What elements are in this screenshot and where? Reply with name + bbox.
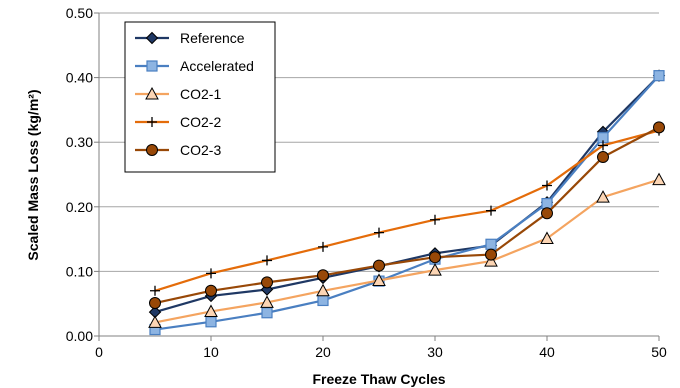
legend-item-co2-3: CO2-3 [135,142,221,158]
data-point-co2-2 [542,180,552,191]
y-tick-label: 0.30 [66,134,93,150]
data-point-accelerated [485,238,497,250]
legend-item-reference: Reference [135,30,245,46]
legend-marker [146,60,158,72]
data-point-co2-1 [260,295,274,308]
legend-marker [146,144,158,156]
data-point-co2-1 [540,231,554,244]
y-tick-label: 0.10 [66,263,93,279]
data-point-co2-3 [149,297,161,310]
data-point-co2-3 [373,259,385,272]
data-point-co2-2 [430,214,440,225]
legend-label: CO2-2 [180,114,221,130]
legend-marker [145,31,159,45]
legend-label: Accelerated [180,58,254,74]
y-tick-label: 0.40 [66,70,93,86]
x-tick-label: 40 [539,344,555,360]
data-point-co2-3 [653,121,665,134]
y-tick-label: 0.00 [66,328,93,344]
data-point-co2-1 [372,273,386,286]
data-point-co2-3 [597,151,609,164]
data-point-co2-1 [652,172,666,186]
series-lines [148,69,666,336]
y-tick-label: 0.20 [66,199,93,215]
legend-marker [145,86,159,100]
legend-marker [147,117,157,127]
data-point-co2-2 [150,285,160,296]
y-axis-title: Scaled Mass Loss (kg/m²) [25,89,41,260]
x-tick-label: 10 [203,344,219,360]
series-line-co2-2 [154,129,660,292]
data-point-accelerated [205,316,217,328]
data-point-co2-2 [206,268,216,279]
data-point-co2-3 [205,284,217,297]
legend-label: CO2-1 [180,86,221,102]
x-axis-title: Freeze Thaw Cycles [312,371,445,387]
series-line-reference [154,74,660,314]
data-point-co2-2 [374,227,384,238]
legend-item-co2-1: CO2-1 [135,86,221,102]
legend-item-co2-2: CO2-2 [135,114,221,130]
y-tick-label: 0.50 [66,5,93,21]
data-point-accelerated [317,294,329,307]
data-point-co2-3 [485,248,497,261]
data-point-co2-3 [317,269,329,282]
data-point-accelerated [653,70,665,82]
data-point-accelerated [541,197,553,210]
data-point-co2-2 [318,241,328,252]
data-point-co2-1 [148,315,162,328]
data-point-co2-2 [598,140,608,151]
legend-label: CO2-3 [180,142,221,158]
data-point-co2-2 [262,255,272,266]
series-line-co2-1 [154,178,660,324]
data-point-co2-1 [316,283,330,297]
data-point-co2-3 [429,251,441,264]
x-tick-label: 20 [315,344,331,360]
x-tick-label: 50 [651,344,667,360]
series-line-co2-3 [154,126,660,305]
data-point-co2-3 [541,207,553,220]
legend-label: Reference [180,30,245,46]
data-point-co2-1 [204,304,218,317]
legend: Reference Accelerated CO2-1 CO2-2 CO2-3 [124,21,276,173]
legend-item-accelerated: Accelerated [135,58,254,74]
data-point-co2-1 [596,190,610,203]
data-point-co2-1 [428,263,442,276]
axes: 0.00 0.10 0.20 0.30 0.40 0.50 0 10 20 30 40 50 [66,5,667,360]
data-point-accelerated [261,307,273,319]
x-tick-label: 30 [427,344,443,360]
data-point-co2-3 [261,276,273,289]
x-tick-label: 0 [95,344,103,360]
series-line-accelerated [154,74,660,331]
data-point-co2-2 [486,205,496,216]
